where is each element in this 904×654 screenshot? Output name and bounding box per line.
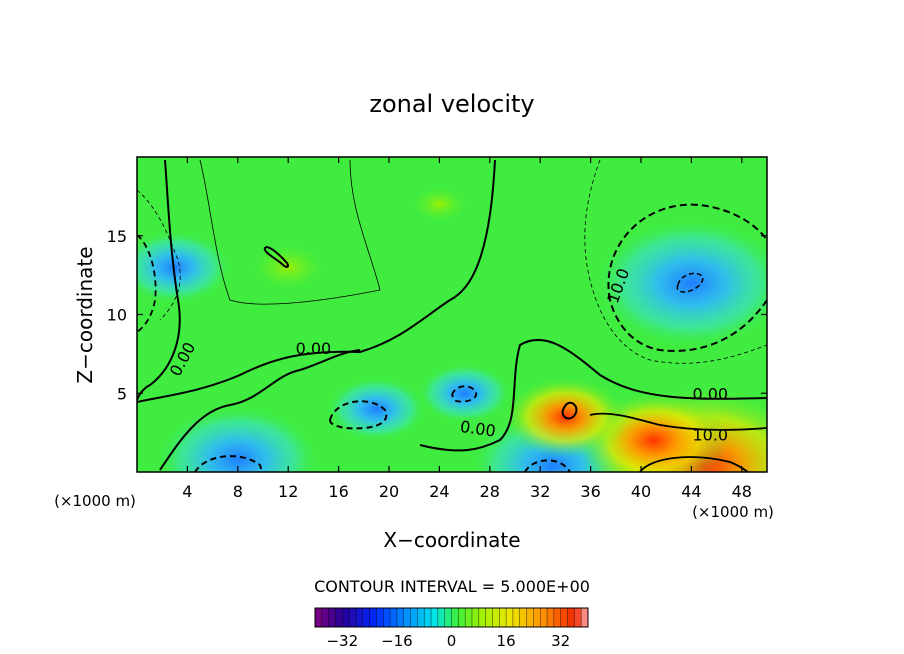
- small-loop: [561, 401, 578, 420]
- colorbar: −32 −16 0 16 32: [314, 607, 589, 650]
- field-feature-1: [137, 230, 232, 304]
- colorbar-cell-27: [499, 608, 507, 627]
- colorbar-cell-9: [376, 608, 384, 627]
- zero-contour-left: [137, 159, 181, 401]
- colorbar-cell-10: [383, 608, 391, 627]
- colorbar-cell-1: [321, 608, 330, 627]
- x-tick-label-44: 44: [681, 482, 701, 501]
- colorbar-cell-19: [444, 608, 452, 627]
- colorbar-tick-label-2: 0: [447, 632, 457, 650]
- thin-contour-c: [584, 159, 767, 364]
- x-tick-label-32: 32: [530, 482, 550, 501]
- colorbar-tick-label-3: 16: [497, 632, 516, 650]
- colorbar-cell-17: [431, 608, 439, 627]
- x-tick-label-40: 40: [631, 482, 651, 501]
- colorbar-cell-3: [335, 608, 343, 627]
- colorbar-cell-33: [540, 608, 548, 627]
- contour-label-1: 0.00: [296, 339, 332, 358]
- colorbar-cell-35: [553, 608, 562, 627]
- y-tick-label-15: 15: [107, 227, 127, 246]
- contour-label-4: 0.00: [692, 385, 728, 404]
- y-tick-label-10: 10: [107, 306, 127, 325]
- upper-left-loop: [263, 246, 290, 268]
- colorbar-cell-37: [567, 608, 575, 627]
- colorbar-cell-23: [471, 608, 480, 627]
- colorbar-cell-31: [526, 608, 534, 627]
- contour-interval-note: CONTOUR INTERVAL = 5.000E+00: [314, 577, 590, 596]
- x-tick-label-16: 16: [328, 482, 348, 501]
- field-feature-0: [593, 218, 767, 348]
- x-tick-label-24: 24: [429, 482, 449, 501]
- y-tick-label-5: 5: [117, 384, 127, 403]
- colorbar-tick-label-1: −16: [381, 632, 413, 650]
- x-tick-label-48: 48: [732, 482, 752, 501]
- field-feature-2: [326, 377, 427, 441]
- colorbar-cell-34: [547, 608, 555, 627]
- colorbar-cell-0: [315, 608, 323, 627]
- colorbar-cell-16: [424, 608, 432, 627]
- colorbar-cell-24: [478, 608, 487, 627]
- colorbar-cell-25: [485, 608, 493, 627]
- colorbar-cell-15: [417, 608, 425, 627]
- colorbar-cell-6: [355, 608, 364, 627]
- ten-contour-upper: [607, 203, 767, 352]
- colorbar-cell-20: [451, 608, 459, 627]
- colorbar-cell-11: [390, 608, 398, 627]
- colorbar-cell-28: [506, 608, 514, 627]
- x-tick-label-4: 4: [182, 482, 192, 501]
- zero-contour-mid: [137, 159, 496, 403]
- colorbar-cell-36: [560, 608, 568, 627]
- colorbar-cell-2: [328, 608, 336, 627]
- zero-contour-right: [419, 338, 767, 452]
- colorbar-cell-7: [362, 608, 370, 627]
- zero-contour-lower: [159, 349, 361, 471]
- warm-contour: [589, 412, 767, 472]
- thin-contour-b: [137, 189, 181, 321]
- colorbar-cell-38: [574, 608, 582, 627]
- x-tick-label-8: 8: [233, 482, 243, 501]
- colorbar-tick-label-4: 32: [551, 632, 570, 650]
- colorbar-cell-22: [465, 608, 473, 627]
- colorbar-cell-4: [342, 608, 350, 627]
- x-axis: 4 8 12 16 20 24 28 32 36 40 44 48: [182, 157, 752, 501]
- contour-label-2: 0.00: [459, 417, 497, 441]
- colorbar-cell-32: [533, 608, 541, 627]
- x-tick-label-20: 20: [379, 482, 399, 501]
- colorbar-cell-21: [458, 608, 466, 627]
- x-tick-label-28: 28: [480, 482, 500, 501]
- x-axis-unit-right: (×1000 m): [692, 503, 774, 521]
- contour-lines: [137, 159, 767, 472]
- inner-contour-core: [676, 272, 704, 293]
- dashed-pocket-a: [328, 400, 388, 430]
- colorbar-cell-5: [349, 608, 357, 627]
- colorbar-tick-label-0: −32: [326, 632, 358, 650]
- x-axis-label: X−coordinate: [383, 528, 520, 552]
- colorbar-cell-26: [492, 608, 500, 627]
- field-feature-10: [408, 185, 471, 224]
- contour-label-5: 10.0: [692, 426, 728, 445]
- colorbar-cell-13: [403, 608, 411, 627]
- dashed-pocket-bottom: [194, 455, 571, 472]
- y-axis: 5 10 15: [107, 227, 767, 403]
- colorbar-cell-12: [396, 608, 405, 627]
- thin-contour-a: [199, 159, 381, 305]
- left-wall-loop: [137, 234, 157, 333]
- colorbar-cell-14: [410, 608, 418, 627]
- colorbar-cell-8: [369, 608, 377, 627]
- y-axis-label: Z−coordinate: [73, 246, 97, 383]
- x-tick-label-36: 36: [580, 482, 600, 501]
- colorbar-cell-39: [581, 608, 589, 627]
- colorbar-cell-30: [519, 608, 527, 627]
- x-axis-unit-left: (×1000 m): [54, 492, 136, 510]
- x-tick-label-12: 12: [278, 482, 298, 501]
- colorbar-cell-29: [512, 608, 521, 627]
- colorbar-frame: [314, 607, 589, 628]
- colorbar-cell-18: [437, 608, 446, 627]
- chart-title: zonal velocity: [369, 90, 534, 118]
- field-feature-3: [417, 363, 512, 424]
